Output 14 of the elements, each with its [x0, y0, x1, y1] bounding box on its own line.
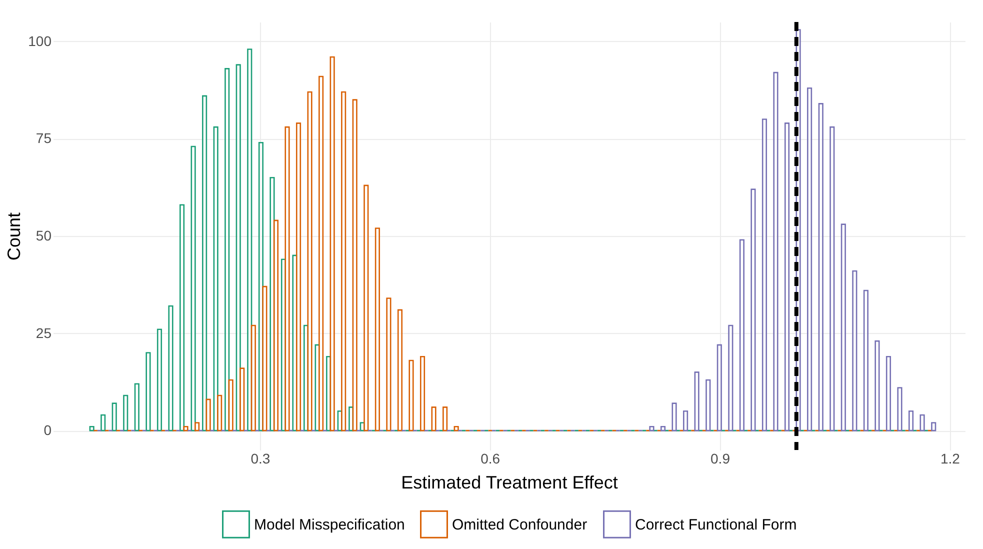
- y-tick-label: 25: [36, 324, 52, 341]
- y-tick-label: 0: [44, 422, 52, 438]
- y-tick-label: 100: [28, 32, 52, 49]
- legend-label: Omitted Confounder: [452, 516, 588, 534]
- legend-label: Correct Functional Form: [635, 516, 797, 534]
- x-tick-label: 0.6: [480, 450, 500, 466]
- x-tick-label: 1.2: [940, 450, 960, 466]
- y-tick-label: 75: [36, 130, 52, 146]
- x-axis-title: Estimated Treatment Effect: [401, 472, 618, 492]
- y-tick-label: 50: [36, 228, 52, 244]
- x-tick-label: 0.9: [710, 450, 730, 466]
- legend-label: Model Misspecification: [254, 516, 405, 534]
- x-tick-label: 0.3: [250, 450, 270, 466]
- y-axis-title: Count: [4, 212, 24, 261]
